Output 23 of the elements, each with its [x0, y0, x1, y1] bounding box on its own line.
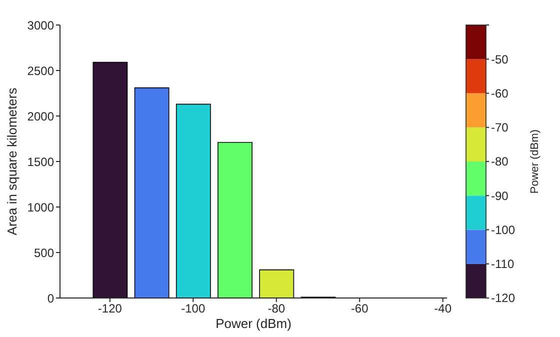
y-tick-label: 1500	[27, 154, 54, 169]
y-tick-label: 3000	[27, 18, 54, 32]
x-axis-title: Power (dBm)	[216, 316, 292, 331]
color-bar-label: -90	[491, 188, 509, 203]
color-bar-label: -80	[491, 154, 509, 169]
x-tick-label: -100	[181, 302, 206, 316]
x-tick-label: -60	[350, 302, 369, 316]
color-bar-label: -70	[491, 120, 509, 135]
color-bar-title: Power (dBm)	[529, 129, 541, 194]
y-tick-label: 0	[47, 291, 54, 306]
color-bar-label: -60	[491, 86, 509, 100]
y-tick-label: 2000	[27, 109, 54, 124]
color-bar-label: -110	[491, 257, 514, 272]
color-bar-label: -120	[491, 291, 516, 306]
y-tick-label: 500	[34, 246, 54, 260]
y-axis-title: Area in square kilometers	[4, 87, 20, 236]
color-bar-label: -100	[491, 222, 516, 237]
x-tick-label: -120	[98, 302, 122, 316]
y-tick-label: 1000	[27, 200, 54, 214]
x-tick-label: -80	[268, 302, 286, 316]
color-bar-label: -50	[491, 52, 509, 66]
x-tick-label: -40	[434, 302, 452, 316]
y-tick-label: 2500	[27, 64, 54, 78]
